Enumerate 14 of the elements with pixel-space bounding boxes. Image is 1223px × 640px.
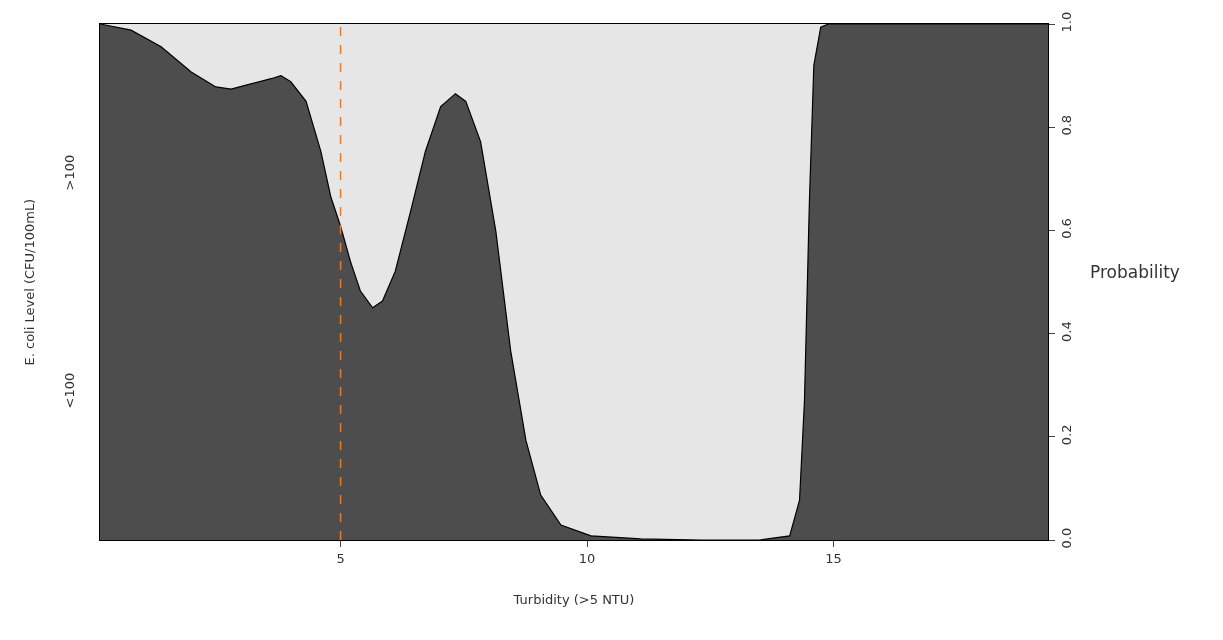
x-axis-title: Turbidity (>5 NTU) [512, 592, 635, 608]
y2-tick-label: 0.2 [1058, 424, 1074, 446]
y2-axis-title: Probability [1090, 262, 1180, 282]
text: >100 [61, 154, 77, 191]
y2-tick-label: 0.8 [1058, 114, 1074, 136]
x-tick-label: 10 [578, 550, 596, 566]
x-tick-label: 5 [336, 550, 345, 566]
x-tick-label: 15 [825, 550, 842, 566]
text: <100 [61, 372, 77, 409]
y-axis-title: E. coli Level (CFU/100mL) [21, 198, 37, 366]
y2-tick-label: 0.0 [1058, 527, 1074, 549]
y2-tick-label: 0.4 [1058, 321, 1074, 342]
y2-tick-label: 0.6 [1058, 218, 1074, 239]
y2-tick-label: 1.0 [1058, 11, 1074, 33]
